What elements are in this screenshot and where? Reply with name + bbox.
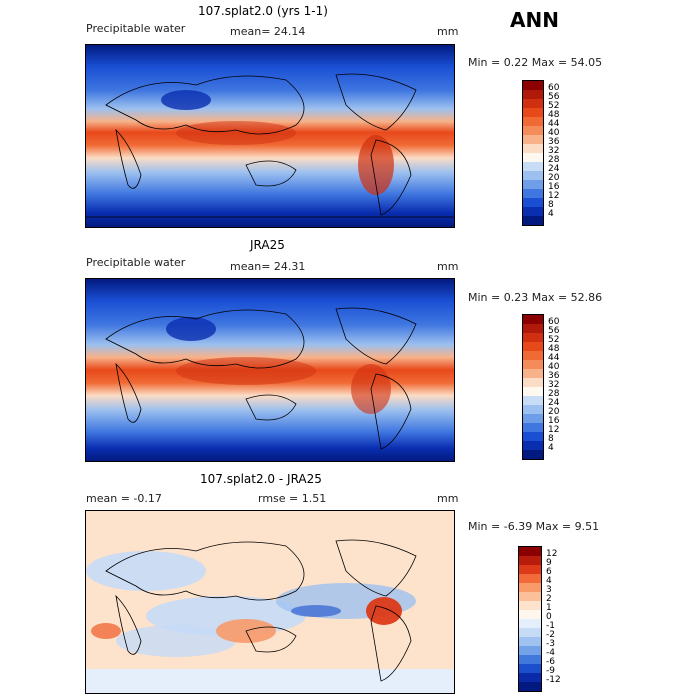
panel2-mean: mean= 24.31 — [230, 260, 306, 273]
panel1-level-label: 48 — [548, 110, 560, 120]
panel2-level-label: 40 — [548, 362, 560, 372]
panel2-title: JRA25 — [250, 238, 285, 252]
panel1-level-label: 12 — [548, 191, 560, 201]
panel2-level-label: 8 — [548, 434, 554, 444]
panel2-map — [85, 278, 455, 462]
panel2-level-label: 56 — [548, 326, 560, 336]
panel1-map — [85, 44, 455, 228]
panel2-level-label: 24 — [548, 398, 560, 408]
panel2-level-label: 52 — [548, 335, 560, 345]
panel2-field: Precipitable water — [86, 256, 186, 269]
panel3-level-label: -2 — [546, 630, 555, 640]
panel1-level-label: 24 — [548, 164, 560, 174]
panel2-level-label: 20 — [548, 407, 560, 417]
panel1-colorbar — [522, 80, 544, 226]
panel1-level-label: 8 — [548, 200, 554, 210]
panel1-level-label: 40 — [548, 128, 560, 138]
panel1-level-label: 56 — [548, 92, 560, 102]
panel2-level-label: 32 — [548, 380, 560, 390]
panel3-level-label: 6 — [546, 567, 552, 577]
panel3-minmax: Min = -6.39 Max = 9.51 — [468, 520, 600, 533]
panel1-level-label: 32 — [548, 146, 560, 156]
panel3-level-label: 12 — [546, 549, 558, 559]
panel2-units: mm — [437, 260, 459, 273]
panel3-level-label: 9 — [546, 558, 552, 568]
panel2-level-label: 44 — [548, 353, 560, 363]
panel3-level-label: -4 — [546, 648, 555, 658]
panel1-level-label: 28 — [548, 155, 560, 165]
panel1-units: mm — [437, 25, 459, 38]
panel1-field: Precipitable water — [86, 22, 186, 35]
panel3-level-label: -1 — [546, 621, 555, 631]
panel3-level-label: 1 — [546, 603, 552, 613]
panel1-level-label: 44 — [548, 119, 560, 129]
panel3-colorbar — [518, 546, 542, 692]
panel2-level-label: 28 — [548, 389, 560, 399]
panel3-level-label: 4 — [546, 576, 552, 586]
panel3-level-label: -12 — [546, 675, 561, 685]
panel2-level-label: 4 — [548, 443, 554, 453]
panel1-level-label: 60 — [548, 83, 560, 93]
panel3-level-label: 0 — [546, 612, 552, 622]
panel2-colorbar — [522, 314, 544, 460]
panel3-title: 107.splat2.0 - JRA25 — [200, 472, 322, 486]
panel1-level-label: 36 — [548, 137, 560, 147]
panel2-level-label: 60 — [548, 317, 560, 327]
panel3-map — [85, 510, 455, 694]
panel3-level-label: -6 — [546, 657, 555, 667]
panel3-mean: mean = -0.17 — [86, 492, 162, 505]
panel2-level-label: 36 — [548, 371, 560, 381]
season-label: ANN — [510, 8, 559, 32]
panel1-level-label: 20 — [548, 173, 560, 183]
panel1-level-label: 4 — [548, 209, 554, 219]
panel1-title: 107.splat2.0 (yrs 1-1) — [198, 4, 328, 18]
panel3-level-label: 3 — [546, 585, 552, 595]
panel1-level-label: 52 — [548, 101, 560, 111]
panel2-minmax: Min = 0.23 Max = 52.86 — [468, 291, 603, 304]
panel3-rmse: rmse = 1.51 — [258, 492, 327, 505]
panel2-level-label: 16 — [548, 416, 560, 426]
panel1-mean: mean= 24.14 — [230, 25, 306, 38]
panel2-level-label: 12 — [548, 425, 560, 435]
panel3-level-label: -9 — [546, 666, 555, 676]
panel3-level-label: 2 — [546, 594, 552, 604]
panel3-level-label: -3 — [546, 639, 555, 649]
panel3-units: mm — [437, 492, 459, 505]
panel2-level-label: 48 — [548, 344, 560, 354]
panel1-minmax: Min = 0.22 Max = 54.05 — [468, 56, 603, 69]
panel1-level-label: 16 — [548, 182, 560, 192]
